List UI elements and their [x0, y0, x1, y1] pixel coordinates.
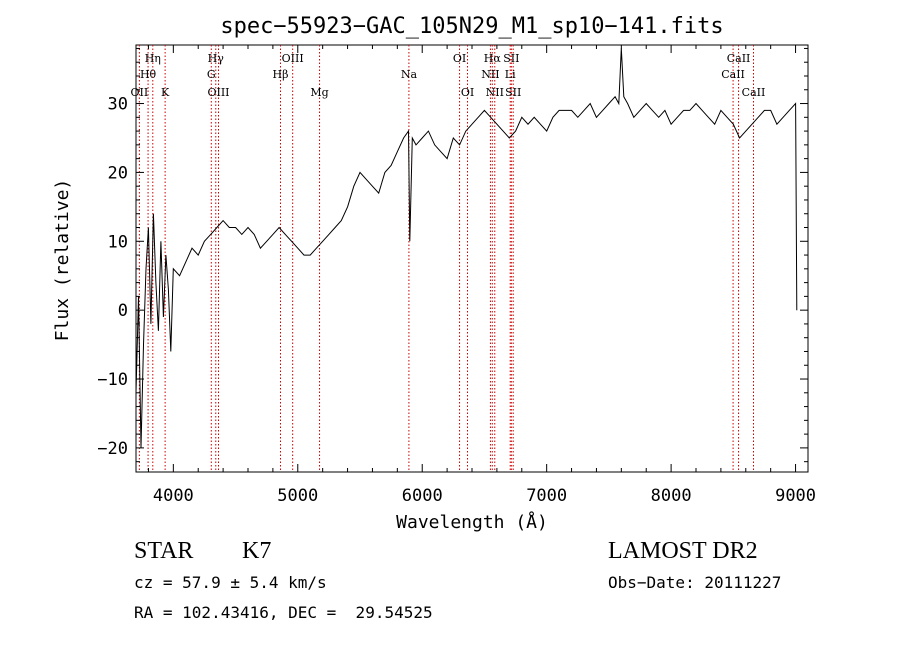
line-marker-label: Hβ — [273, 68, 289, 81]
line-marker-label: Li — [505, 68, 516, 81]
line-marker-label: OII — [131, 86, 149, 99]
line-marker-label: OI — [453, 52, 466, 65]
line-marker-labels: OIIHθHηKGHγOIIIHβOIIIMgNaOIOINIIHαNIILiS… — [131, 52, 766, 99]
y-axis-ticks: −20 −10 0 10 20 30 — [97, 47, 808, 463]
line-marker-label: CaII — [742, 86, 766, 99]
x-tick-label: 7000 — [526, 486, 567, 506]
line-markers — [138, 45, 754, 472]
y-tick-label: 20 — [108, 163, 128, 183]
line-marker-label: OIII — [282, 52, 304, 65]
x-axis-ticks: 4000 5000 6000 7000 8000 9000 — [147, 45, 816, 506]
line-marker-label: OIII — [207, 86, 229, 99]
line-marker-label: CaII — [721, 68, 745, 81]
line-marker-label: Hγ — [208, 52, 225, 65]
x-axis-label: Wavelength (Å) — [396, 511, 548, 533]
line-marker-label: OI — [461, 86, 474, 99]
chart-title: spec−55923−GAC_105N29_M1_sp10−141.fits — [220, 14, 723, 39]
line-marker-label: Hη — [145, 52, 161, 65]
x-tick-label: 6000 — [402, 486, 443, 506]
plot-frame — [135, 44, 809, 473]
y-tick-label: −20 — [97, 439, 128, 459]
line-marker-label: NII — [481, 68, 499, 81]
x-tick-label: 5000 — [277, 486, 318, 506]
x-tick-label: 9000 — [775, 486, 816, 506]
spectrum-line — [135, 48, 798, 448]
survey-name: LAMOST DR2 — [608, 538, 758, 564]
line-marker-label: CaII — [727, 52, 751, 65]
y-axis-label: Flux (relative) — [52, 179, 73, 342]
line-marker-label: SII — [505, 86, 521, 99]
line-marker-label: Hθ — [140, 68, 157, 81]
redshift-cz: cz = 57.9 ± 5.4 km/s — [134, 573, 327, 592]
line-marker-label: G — [207, 68, 216, 81]
object-subclass: K7 — [242, 538, 272, 564]
y-tick-label: 10 — [108, 232, 128, 252]
y-tick-label: 30 — [108, 95, 128, 115]
coordinates: RA = 102.43416, DEC = 29.54525 — [134, 603, 433, 622]
line-marker-label: Mg — [310, 86, 328, 99]
y-tick-label: −10 — [97, 370, 128, 390]
x-tick-label: 8000 — [651, 486, 692, 506]
line-marker-label: K — [161, 86, 170, 99]
line-marker-label: Na — [401, 68, 418, 81]
x-tick-label: 4000 — [153, 486, 194, 506]
line-marker-label: NII — [486, 86, 504, 99]
line-marker-label: Hα — [484, 52, 502, 65]
line-marker-label: SII — [503, 52, 519, 65]
object-class: STAR — [134, 538, 194, 564]
observation-date: Obs−Date: 20111227 — [608, 573, 782, 592]
y-tick-label: 0 — [118, 301, 128, 321]
